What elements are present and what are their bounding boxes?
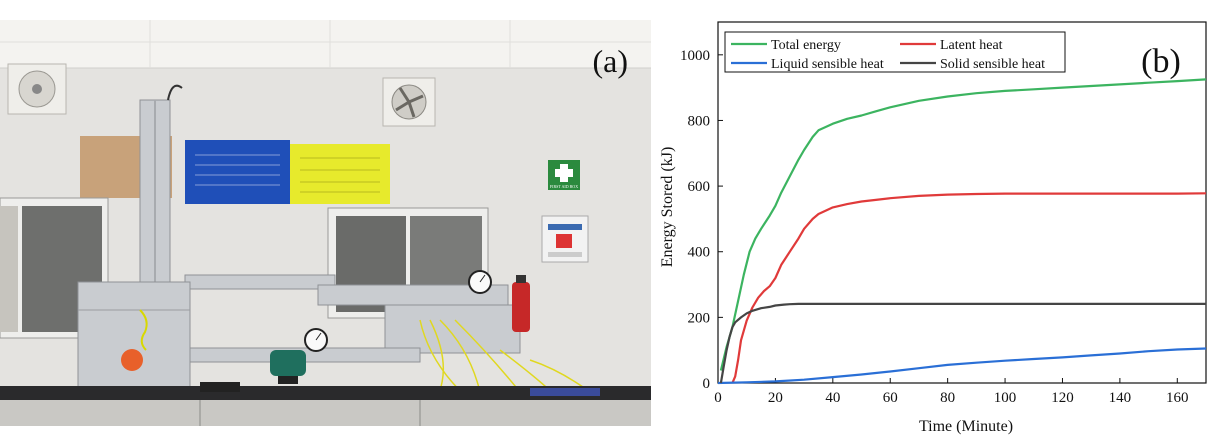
pressure-gauge-left	[304, 328, 328, 352]
chart-svg: 0 20 40 60 80 100 120 140 160 0 200 400 600 800 1000 T…	[659, 21, 1207, 435]
first-aid-sign: FIRST AID BOX	[548, 160, 580, 190]
y-tick-label: 1000	[680, 48, 710, 64]
window-left	[0, 197, 109, 339]
lab-bench-top	[0, 386, 651, 400]
lab-ceiling	[0, 20, 651, 68]
y-tick-label: 200	[688, 310, 711, 326]
insulated-pipe	[184, 274, 336, 290]
series-line-solid-sensible-heat	[719, 302, 1206, 384]
first-aid-cabinet	[541, 215, 589, 263]
y-axis-title: Energy Stored (kJ)	[659, 147, 676, 268]
setup-photo-illustration: FIRST AID BOX	[0, 20, 651, 426]
x-tick-label: 20	[768, 390, 783, 406]
pressure-gauge-right	[468, 270, 492, 294]
legend-box	[724, 31, 1066, 73]
poster-blue	[185, 140, 290, 204]
exhaust-fan-right	[382, 77, 436, 127]
y-tick-label: 800	[688, 113, 711, 129]
y-tick-label: 400	[688, 245, 711, 261]
water-pump	[270, 350, 306, 384]
fire-extinguisher	[512, 275, 530, 332]
x-tick-label: 160	[1166, 390, 1189, 406]
exhaust-fan-left	[7, 63, 67, 115]
y-tick-label: 600	[688, 179, 711, 195]
x-tick-label: 0	[714, 390, 722, 406]
photo-panel-label: (a)	[592, 43, 628, 79]
plot-frame	[717, 21, 1207, 384]
x-tick-label: 100	[994, 390, 1017, 406]
y-tick-label: 0	[703, 376, 711, 392]
poster-yellow	[290, 144, 390, 204]
legend-label: Latent heat	[940, 38, 1003, 53]
legend-label: Liquid sensible heat	[771, 57, 884, 72]
x-tick-label: 140	[1109, 390, 1132, 406]
series-line-liquid-sensible-heat	[717, 347, 1207, 385]
x-tick-label: 80	[940, 390, 955, 406]
energy-stored-chart: 0 20 40 60 80 100 120 140 160 0 200 400 600 800 1000 T…	[651, 0, 1225, 439]
heat-exchanger	[384, 304, 521, 354]
first-aid-text: FIRST AID BOX	[550, 184, 578, 189]
data-logger	[200, 382, 240, 392]
x-axis-title: Time (Minute)	[919, 418, 1013, 435]
chart-panel-label: (b)	[1141, 43, 1181, 80]
x-tick-label: 40	[825, 390, 840, 406]
laptop	[530, 388, 600, 396]
storage-tank	[77, 281, 191, 391]
series-line-total-energy	[719, 78, 1207, 371]
x-tick-label: 60	[883, 390, 898, 406]
series-line-latent-heat	[731, 192, 1207, 384]
x-tick-label: 120	[1051, 390, 1074, 406]
legend-label: Total energy	[771, 38, 841, 53]
legend-label: Solid sensible heat	[940, 57, 1045, 72]
experimental-setup-photo: FIRST AID BOX	[0, 20, 651, 426]
